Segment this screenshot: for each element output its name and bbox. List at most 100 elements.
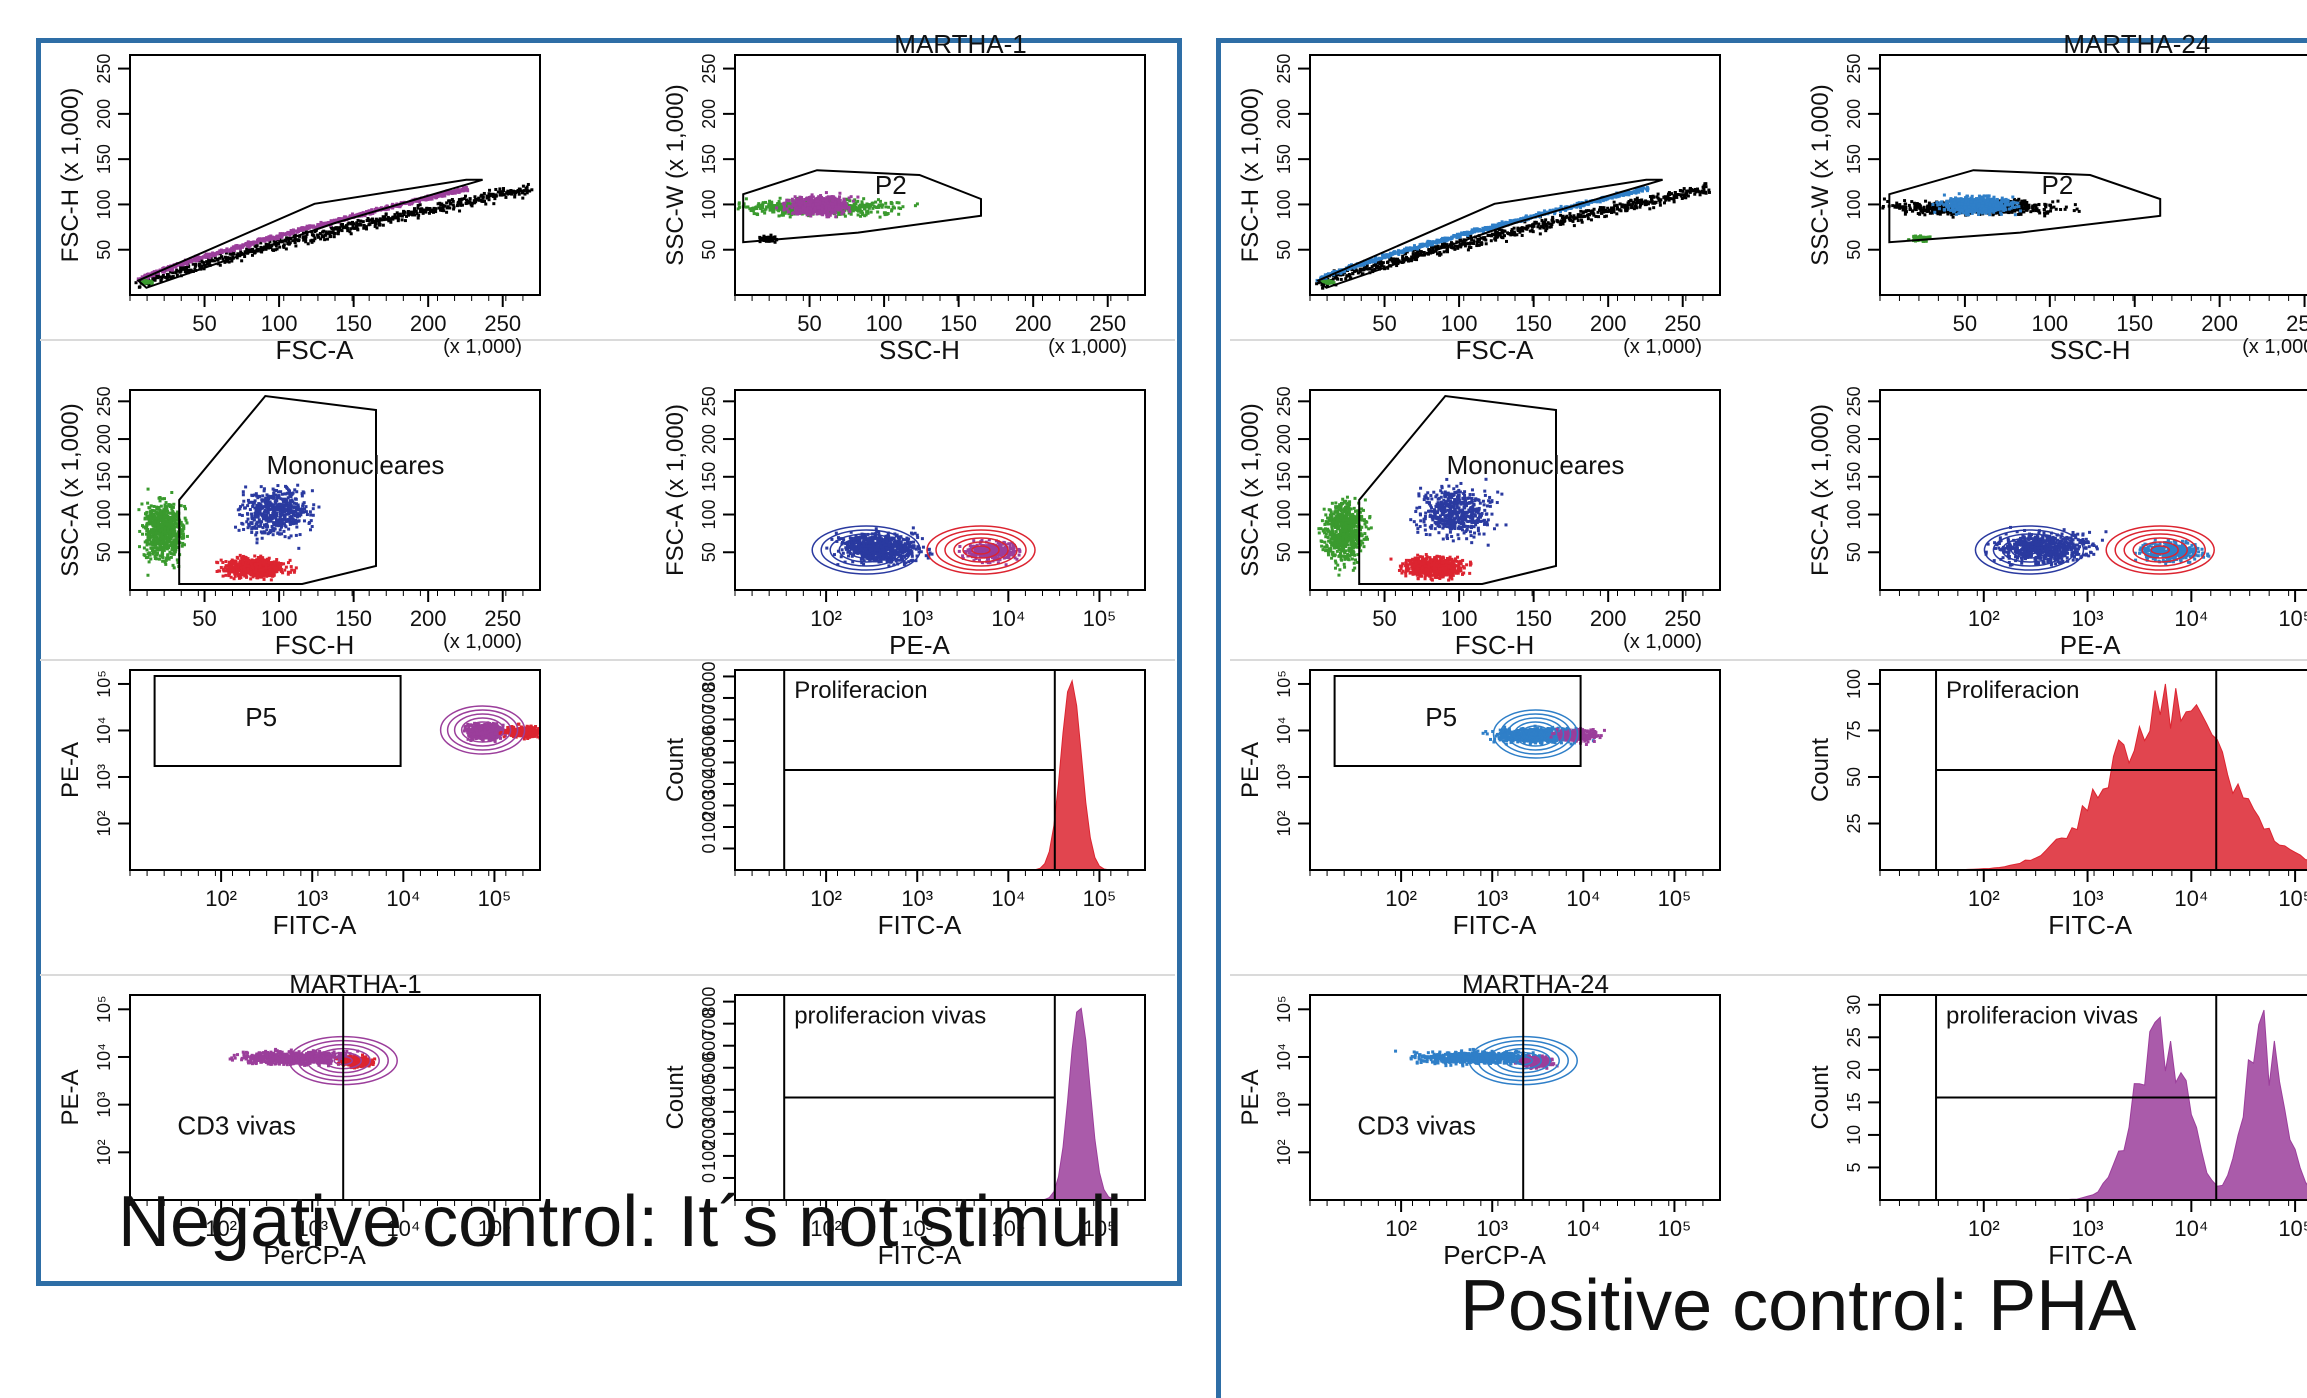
data-point xyxy=(431,198,434,201)
data-point xyxy=(170,512,173,515)
data-point xyxy=(260,569,263,572)
data-point xyxy=(805,209,808,212)
plot-frame xyxy=(130,390,540,590)
data-point xyxy=(825,206,828,209)
data-point xyxy=(279,568,282,571)
data-point xyxy=(157,542,160,545)
data-point xyxy=(303,501,306,504)
data-point xyxy=(254,515,257,518)
data-point xyxy=(808,196,811,199)
data-point xyxy=(432,211,435,214)
data-point xyxy=(255,508,258,511)
data-point xyxy=(528,190,531,193)
data-point xyxy=(246,513,249,516)
data-point xyxy=(822,198,825,201)
data-point xyxy=(769,203,772,206)
y-tick-label: 200 xyxy=(94,99,114,129)
data-point xyxy=(245,556,248,559)
data-point xyxy=(468,197,471,200)
data-point xyxy=(295,534,298,537)
data-point xyxy=(259,574,262,577)
data-point xyxy=(831,199,834,202)
data-point xyxy=(899,207,902,210)
x-tick-label: 100 xyxy=(866,311,903,336)
data-point xyxy=(518,193,521,196)
data-point xyxy=(839,203,842,206)
data-point xyxy=(222,575,225,578)
data-point xyxy=(456,188,459,191)
data-point xyxy=(244,485,247,488)
data-point xyxy=(312,234,315,237)
x-tick-label: 100 xyxy=(261,311,298,336)
data-point xyxy=(146,574,149,577)
data-point xyxy=(239,505,242,508)
data-point xyxy=(473,195,476,198)
data-point xyxy=(362,220,365,223)
data-point xyxy=(419,210,422,213)
data-point xyxy=(852,207,855,210)
data-point xyxy=(804,203,807,206)
data-point xyxy=(247,559,250,562)
data-point xyxy=(311,525,314,528)
data-point xyxy=(203,264,206,267)
data-point xyxy=(256,575,259,578)
data-point xyxy=(273,560,276,563)
data-point xyxy=(151,529,154,532)
data-point xyxy=(170,548,173,551)
data-point xyxy=(738,203,741,206)
data-point xyxy=(287,496,290,499)
data-point xyxy=(362,227,365,230)
data-point xyxy=(168,534,171,537)
data-point xyxy=(865,213,868,216)
data-point xyxy=(870,211,873,214)
data-point xyxy=(310,519,313,522)
data-point xyxy=(256,572,259,575)
data-point xyxy=(217,259,220,262)
y-tick-label: 150 xyxy=(94,144,114,174)
y-tick-label: 200 xyxy=(699,99,719,129)
data-point xyxy=(860,205,863,208)
data-point xyxy=(446,206,449,209)
data-point xyxy=(164,541,167,544)
data-point xyxy=(175,536,178,539)
data-point xyxy=(457,191,460,194)
data-point xyxy=(311,489,314,492)
data-point xyxy=(860,210,863,213)
y-axis-label: SSC-W (x 1,000) xyxy=(662,84,689,265)
data-point xyxy=(413,207,416,210)
data-point xyxy=(247,568,250,571)
y-axis-label: SSC-A (x 1,000) xyxy=(57,403,84,576)
data-point xyxy=(841,548,844,551)
data-point xyxy=(170,508,173,511)
data-point xyxy=(260,485,263,488)
data-point xyxy=(157,516,160,519)
data-point xyxy=(262,515,265,518)
data-point xyxy=(477,197,480,200)
data-point xyxy=(168,540,171,543)
data-point xyxy=(840,206,843,209)
data-point xyxy=(928,551,931,554)
data-point xyxy=(323,238,326,241)
data-point xyxy=(242,490,245,493)
data-point xyxy=(237,508,240,511)
data-point xyxy=(856,196,859,199)
data-point xyxy=(456,204,459,207)
data-point xyxy=(776,204,779,207)
data-point xyxy=(264,502,267,505)
plot-area: P2 xyxy=(737,170,981,244)
data-point xyxy=(141,533,144,536)
data-point xyxy=(884,202,887,205)
data-point xyxy=(498,187,501,190)
data-point xyxy=(814,203,817,206)
data-point xyxy=(494,188,497,191)
data-point xyxy=(168,503,171,506)
data-point xyxy=(143,546,146,549)
data-point xyxy=(866,205,869,208)
data-point xyxy=(263,578,266,581)
data-point xyxy=(809,208,812,211)
data-point xyxy=(220,255,223,258)
data-point xyxy=(208,253,211,256)
data-point xyxy=(151,281,154,284)
data-point xyxy=(838,192,841,195)
